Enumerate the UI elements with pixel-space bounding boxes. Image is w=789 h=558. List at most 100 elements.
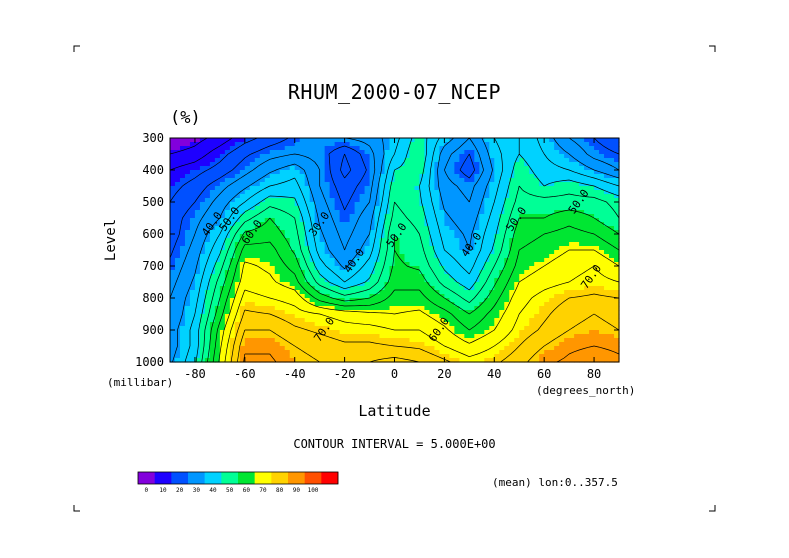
contour-cell (394, 266, 401, 271)
contour-cell (529, 346, 535, 351)
contour-cell (304, 234, 311, 239)
contour-cell (529, 142, 535, 147)
contour-cell (199, 346, 206, 351)
contour-cell (339, 250, 346, 255)
contour-cell (204, 150, 211, 155)
contour-cell (354, 162, 361, 167)
contour-cell (339, 206, 346, 211)
contour-cell (424, 282, 431, 287)
contour-cell (349, 282, 356, 287)
contour-cell (559, 174, 565, 179)
contour-cell (419, 310, 426, 315)
contour-cell (329, 138, 336, 143)
contour-cell (434, 210, 440, 215)
contour-cell (604, 350, 610, 355)
contour-cell (499, 306, 505, 311)
contour-cell (584, 306, 590, 311)
contour-cell (464, 190, 470, 195)
contour-cell (279, 254, 286, 259)
contour-cell (319, 138, 326, 143)
contour-cell (519, 342, 525, 347)
contour-cell (344, 302, 351, 307)
contour-cell (414, 226, 421, 231)
contour-cell (479, 222, 485, 227)
contour-cell (419, 314, 426, 319)
contour-cell (224, 166, 231, 171)
contour-cell (339, 246, 346, 251)
contour-cell (454, 226, 460, 231)
contour-cell (609, 154, 615, 159)
contour-cell (399, 170, 406, 175)
contour-cell (449, 158, 455, 163)
contour-cell (499, 206, 505, 211)
contour-cell (204, 262, 211, 267)
contour-cell (234, 150, 241, 155)
contour-cell (519, 214, 525, 219)
contour-cell (494, 306, 500, 311)
contour-cell (549, 322, 555, 327)
contour-cell (279, 214, 286, 219)
contour-cell (479, 298, 485, 303)
contour-cell (189, 254, 196, 259)
contour-cell (314, 254, 321, 259)
contour-cell (304, 306, 311, 311)
contour-cell (219, 310, 226, 315)
contour-cell (179, 282, 186, 287)
contour-cell (484, 290, 490, 295)
contour-cell (399, 314, 406, 319)
contour-cell (339, 326, 346, 331)
contour-cell (539, 262, 545, 267)
contour-cell (359, 350, 366, 355)
contour-cell (434, 306, 440, 311)
contour-cell (529, 310, 535, 315)
contour-cell (429, 162, 436, 167)
contour-cell (259, 186, 266, 191)
contour-cell (224, 158, 231, 163)
contour-cell (614, 298, 620, 303)
contour-cell (239, 194, 246, 199)
contour-cell (419, 266, 426, 271)
contour-cell (209, 286, 216, 291)
contour-cell (279, 170, 286, 175)
contour-cell (434, 334, 440, 339)
contour-cell (314, 270, 321, 275)
contour-cell (549, 266, 555, 271)
contour-cell (444, 218, 450, 223)
contour-cell (579, 270, 585, 275)
contour-cell (244, 182, 251, 187)
contour-cell (589, 254, 595, 259)
contour-cell (229, 182, 236, 187)
contour-cell (170, 330, 176, 335)
contour-cell (349, 294, 356, 299)
contour-cell (614, 226, 620, 231)
contour-cell (544, 218, 550, 223)
contour-cell (504, 250, 510, 255)
contour-cell (314, 218, 321, 223)
contour-cell (254, 338, 261, 343)
contour-cell (319, 154, 326, 159)
contour-cell (499, 342, 505, 347)
contour-cell (264, 298, 271, 303)
contour-cell (489, 210, 495, 215)
contour-cell (404, 290, 411, 295)
contour-cell (429, 150, 436, 155)
contour-cell (469, 146, 475, 151)
contour-cell (424, 326, 431, 331)
contour-cell (539, 230, 545, 235)
contour-cell (489, 218, 495, 223)
contour-cell (279, 310, 286, 315)
contour-cell (299, 178, 306, 183)
contour-cell (369, 306, 376, 311)
contour-cell (224, 334, 231, 339)
contour-cell (539, 154, 545, 159)
contour-cell (299, 342, 306, 347)
contour-cell (584, 326, 590, 331)
contour-cell (544, 330, 550, 335)
contour-cell (199, 178, 206, 183)
contour-cell (444, 210, 450, 215)
contour-cell (504, 174, 510, 179)
contour-cell (459, 294, 465, 299)
contour-cell (499, 286, 505, 291)
contour-cell (274, 258, 281, 263)
contour-cell (589, 170, 595, 175)
